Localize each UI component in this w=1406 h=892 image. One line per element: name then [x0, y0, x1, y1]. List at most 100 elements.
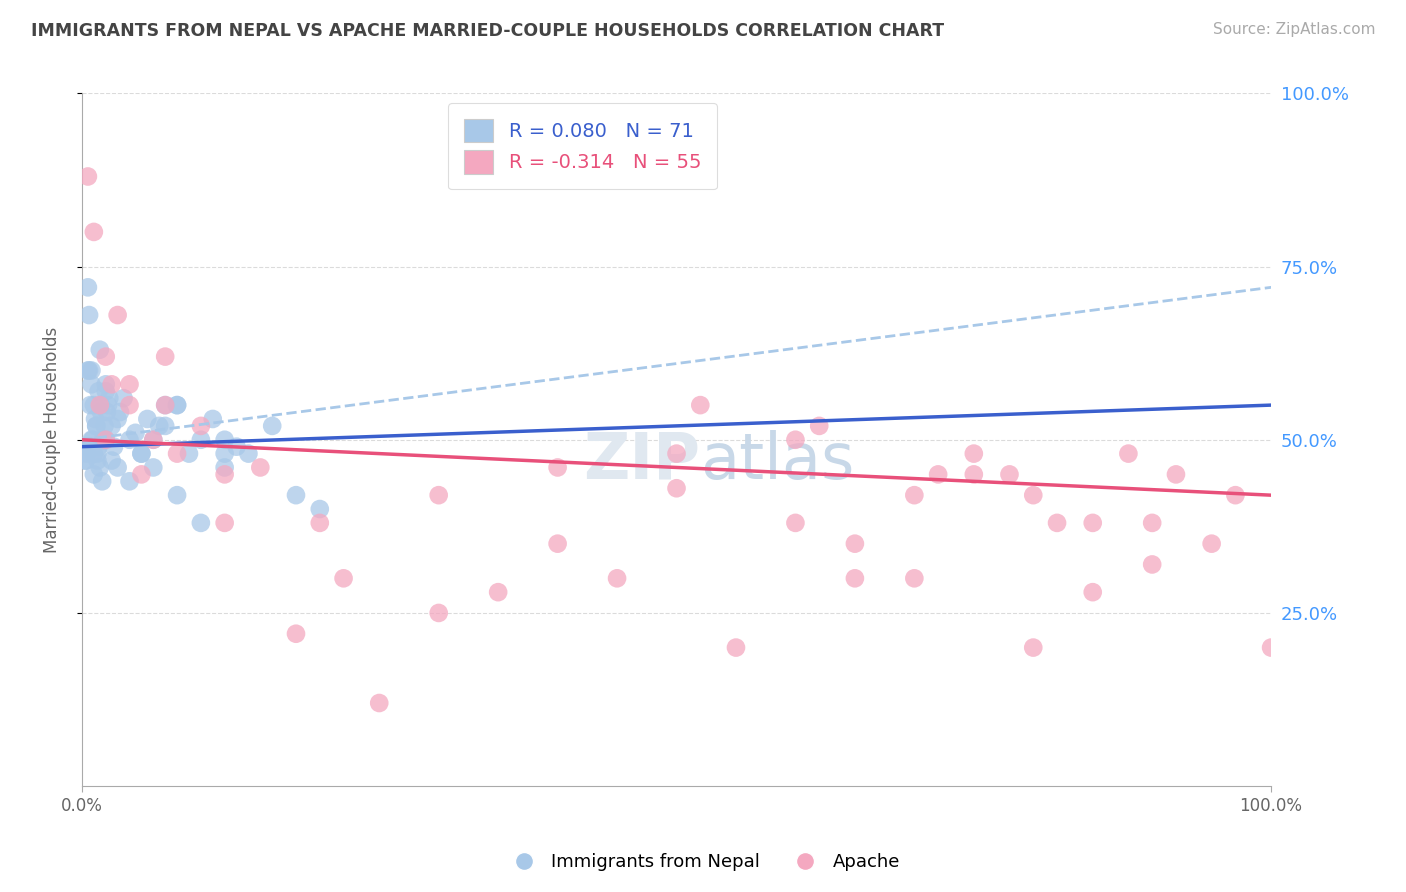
Point: [103, 440, 125, 454]
Point: [225, 440, 247, 454]
Point: [76, 447, 98, 461]
Point: [1022, 640, 1045, 655]
Point: [214, 467, 236, 482]
Point: [1081, 585, 1104, 599]
Legend: Immigrants from Nepal, Apache: Immigrants from Nepal, Apache: [499, 847, 907, 879]
Point: [262, 418, 284, 433]
Point: [1118, 447, 1140, 461]
Point: [153, 398, 176, 412]
Point: [285, 626, 308, 640]
Point: [75, 453, 97, 467]
Point: [308, 516, 330, 530]
Point: [83, 467, 105, 482]
Point: [153, 398, 176, 412]
Point: [87, 440, 110, 454]
Point: [1225, 488, 1247, 502]
Point: [89, 398, 111, 412]
Point: [107, 308, 129, 322]
Point: [100, 418, 122, 433]
Point: [153, 418, 176, 433]
Point: [238, 447, 260, 461]
Point: [665, 481, 688, 495]
Point: [73, 440, 96, 454]
Y-axis label: Married-couple Households: Married-couple Households: [44, 326, 60, 553]
Point: [89, 460, 111, 475]
Point: [118, 398, 141, 412]
Text: ZIP: ZIP: [583, 430, 700, 491]
Point: [166, 398, 188, 412]
Point: [75, 453, 97, 467]
Point: [214, 516, 236, 530]
Point: [77, 280, 100, 294]
Point: [124, 425, 146, 440]
Point: [142, 460, 165, 475]
Point: [190, 433, 212, 447]
Point: [77, 363, 100, 377]
Point: [214, 447, 236, 461]
Point: [86, 453, 108, 467]
Point: [903, 488, 925, 502]
Point: [118, 433, 141, 447]
Point: [1201, 536, 1223, 550]
Text: IMMIGRANTS FROM NEPAL VS APACHE MARRIED-COUPLE HOUSEHOLDS CORRELATION CHART: IMMIGRANTS FROM NEPAL VS APACHE MARRIED-…: [31, 22, 943, 40]
Point: [83, 447, 105, 461]
Point: [285, 488, 308, 502]
Legend: R = 0.080   N = 71, R = -0.314   N = 55: R = 0.080 N = 71, R = -0.314 N = 55: [449, 103, 717, 189]
Point: [142, 433, 165, 447]
Text: atlas: atlas: [700, 430, 855, 491]
Point: [93, 433, 115, 447]
Point: [785, 516, 807, 530]
Point: [83, 225, 105, 239]
Point: [100, 377, 122, 392]
Point: [94, 433, 117, 447]
Point: [963, 447, 986, 461]
Point: [177, 447, 200, 461]
Point: [90, 405, 112, 419]
Point: [190, 418, 212, 433]
Point: [96, 405, 118, 419]
Point: [785, 433, 807, 447]
Point: [844, 536, 866, 550]
Point: [166, 488, 188, 502]
Text: Source: ZipAtlas.com: Source: ZipAtlas.com: [1212, 22, 1375, 37]
Point: [1022, 488, 1045, 502]
Point: [214, 433, 236, 447]
Point: [214, 460, 236, 475]
Point: [249, 460, 271, 475]
Point: [427, 606, 450, 620]
Point: [77, 440, 100, 454]
Point: [1140, 516, 1163, 530]
Point: [665, 447, 688, 461]
Point: [84, 412, 107, 426]
Point: [97, 398, 120, 412]
Point: [107, 460, 129, 475]
Point: [98, 391, 121, 405]
Point: [148, 418, 170, 433]
Point: [93, 418, 115, 433]
Point: [131, 447, 153, 461]
Point: [606, 571, 628, 585]
Point: [153, 350, 176, 364]
Point: [107, 412, 129, 426]
Point: [82, 433, 104, 447]
Point: [427, 488, 450, 502]
Point: [963, 467, 986, 482]
Point: [89, 343, 111, 357]
Point: [80, 433, 103, 447]
Point: [689, 398, 711, 412]
Point: [90, 398, 112, 412]
Point: [94, 384, 117, 399]
Point: [84, 418, 107, 433]
Point: [84, 418, 107, 433]
Point: [136, 412, 159, 426]
Point: [166, 447, 188, 461]
Point: [77, 308, 100, 322]
Point: [903, 571, 925, 585]
Point: [77, 363, 100, 377]
Point: [332, 571, 354, 585]
Point: [998, 467, 1021, 482]
Point: [1081, 516, 1104, 530]
Point: [927, 467, 949, 482]
Point: [368, 696, 391, 710]
Point: [547, 460, 569, 475]
